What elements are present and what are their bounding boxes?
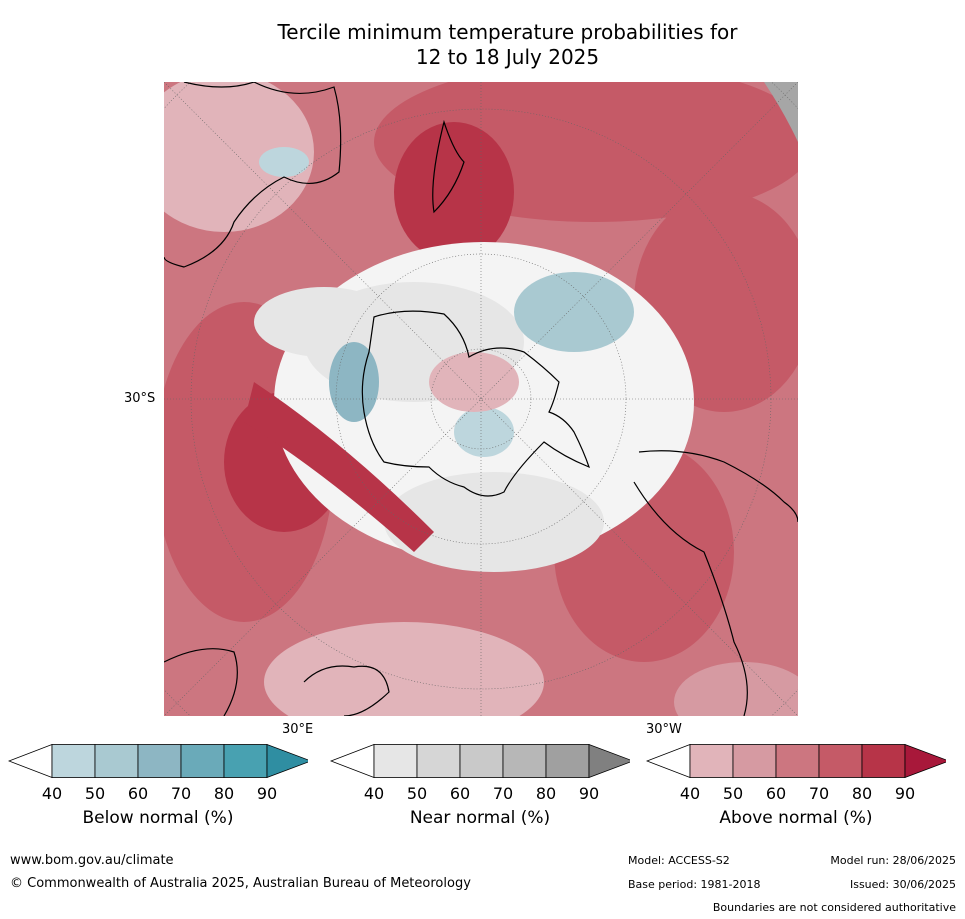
- colorbar-tick-label: 60: [449, 784, 471, 803]
- colorbar-tick-label: 80: [213, 784, 235, 803]
- colorbar-extend-high: [588, 744, 630, 778]
- graticule: [164, 82, 798, 716]
- colorbar-tick-label: 60: [127, 784, 149, 803]
- region-below-australia: [259, 147, 309, 177]
- colorbar-tick-label: 50: [722, 784, 744, 803]
- longitude-label-west: 30°W: [646, 722, 682, 737]
- region-near-south: [384, 472, 604, 572]
- region-light-southeast: [674, 662, 798, 716]
- colorbar-swatch: [732, 744, 777, 778]
- australia-coast: [164, 82, 342, 268]
- africa-coast: [164, 648, 390, 716]
- region-above-pole: [429, 352, 519, 412]
- colorbar-extend-high: [904, 744, 946, 778]
- colorbar-swatch: [94, 744, 139, 778]
- colorbar-swatch: [545, 744, 590, 778]
- colorbar-swatch: [223, 744, 268, 778]
- colorbar-above: 40 50 60 70 80 90 Above normal (%): [646, 744, 946, 834]
- colorbar-below-swatches: [8, 744, 308, 778]
- model-text: Model: ACCESS-S2: [628, 854, 730, 867]
- colorbar-swatch: [689, 744, 734, 778]
- colorbar-swatch: [373, 744, 418, 778]
- colorbar-tick-label: 80: [851, 784, 873, 803]
- colorbar-tick-label: 50: [406, 784, 428, 803]
- land-mask-corner: [764, 82, 798, 142]
- colorbar-near-ticks: 40 50 60 70 80 90: [330, 784, 630, 804]
- latitude-label: 30°S: [124, 391, 156, 406]
- colorbar-tick-label: 90: [256, 784, 278, 803]
- region-above-diagonal: [244, 382, 434, 552]
- colorbar-above-ticks: 40 50 60 70 80 90: [646, 784, 946, 804]
- new-zealand-coast: [432, 119, 465, 214]
- colorbar-swatch: [51, 744, 96, 778]
- colorbar-tick-label: 60: [765, 784, 787, 803]
- probability-map: [164, 82, 798, 716]
- colorbar-tick-label: 40: [41, 784, 63, 803]
- antarctica-coast: [361, 310, 590, 497]
- colorbar-extend-high: [266, 744, 308, 778]
- region-below-centre: [454, 407, 514, 457]
- colorbar-tick-label: 90: [578, 784, 600, 803]
- colorbar-near-label: Near normal (%): [409, 808, 551, 828]
- base-period-text: Base period: 1981-2018: [628, 878, 761, 891]
- colorbar-near: 40 50 60 70 80 90 Near normal (%): [330, 744, 630, 834]
- colorbar-tick-label: 70: [492, 784, 514, 803]
- chart-title: Tercile minimum temperature probabilitie…: [0, 20, 965, 70]
- colorbar-tick-label: 40: [679, 784, 701, 803]
- colorbar-swatch: [502, 744, 547, 778]
- colorbar-swatch: [459, 744, 504, 778]
- colorbar-tick-label: 80: [535, 784, 557, 803]
- region-above-nz: [394, 122, 514, 262]
- colorbar-tick-label: 40: [363, 784, 385, 803]
- coastlines: [164, 82, 798, 716]
- region-near-southern-ocean: [254, 287, 394, 357]
- disclaimer-text: Boundaries are not considered authoritat…: [712, 901, 956, 914]
- issued-text: Issued: 30/06/2025: [849, 878, 956, 891]
- colorbar-tick-label: 70: [808, 784, 830, 803]
- colorbar-below-ticks: 40 50 60 70 80 90: [8, 784, 308, 804]
- colorbar-below-label: Below normal (%): [82, 808, 234, 828]
- map-svg: [164, 82, 798, 716]
- colorbar-above-swatches: [646, 744, 946, 778]
- colorbar-extend-low: [8, 744, 53, 778]
- colorbar-swatch: [180, 744, 225, 778]
- colorbar-swatch: [818, 744, 863, 778]
- colorbar-tick-label: 90: [894, 784, 916, 803]
- colorbar-swatch: [861, 744, 906, 778]
- region-below-east: [514, 272, 634, 352]
- title-line-1: Tercile minimum temperature probabilitie…: [277, 20, 738, 44]
- south-america-coast: [633, 450, 798, 716]
- model-run-text: Model run: 28/06/2025: [830, 854, 956, 867]
- colorbar-tick-label: 70: [170, 784, 192, 803]
- colorbar-swatch: [137, 744, 182, 778]
- colorbar-extend-low: [330, 744, 375, 778]
- colorbar-below: 40 50 60 70 80 90 Below normal (%): [8, 744, 308, 834]
- colorbar-near-swatches: [330, 744, 630, 778]
- region-light-africa: [264, 622, 544, 716]
- title-line-2: 12 to 18 July 2025: [415, 45, 600, 69]
- colorbar-tick-label: 50: [84, 784, 106, 803]
- colorbar-extend-low: [646, 744, 691, 778]
- colorbar-swatch: [775, 744, 820, 778]
- colorbar-above-label: Above normal (%): [719, 808, 873, 828]
- copyright-text: © Commonwealth of Australia 2025, Austra…: [10, 876, 471, 891]
- colorbar-swatch: [416, 744, 461, 778]
- longitude-label-east: 30°E: [282, 722, 314, 737]
- website-link[interactable]: www.bom.gov.au/climate: [10, 853, 174, 868]
